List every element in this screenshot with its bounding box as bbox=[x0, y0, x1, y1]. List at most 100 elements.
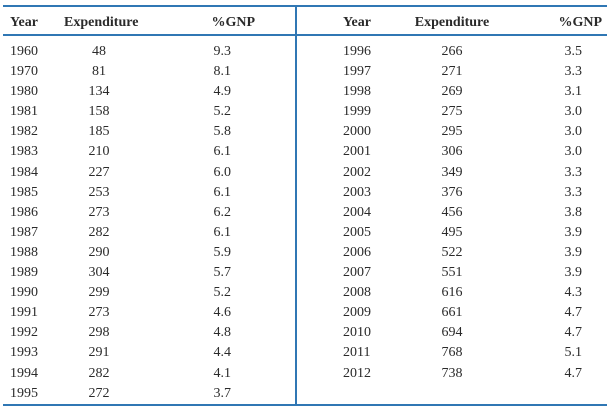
table-row: 2000 295 3.0 bbox=[297, 122, 610, 142]
table-row: 1970 81 8.1 bbox=[0, 62, 295, 82]
col-header-year: Year bbox=[10, 15, 38, 30]
gnp-cell: 8.1 bbox=[213, 64, 232, 80]
table-row: 2005 495 3.9 bbox=[297, 223, 610, 243]
table-row: 2003 376 3.3 bbox=[297, 183, 610, 203]
year-cell: 2007 bbox=[343, 265, 371, 281]
table-divider-vertical bbox=[295, 5, 297, 406]
gnp-cell: 5.2 bbox=[213, 104, 232, 120]
col-header-expenditure: Expenditure bbox=[64, 15, 139, 30]
gnp-cell: 4.8 bbox=[213, 325, 232, 341]
gnp-cell: 3.5 bbox=[564, 44, 583, 59]
gnp-cell: 3.3 bbox=[564, 184, 583, 200]
gnp-cell: 5.1 bbox=[564, 345, 583, 361]
expenditure-cell: 295 bbox=[441, 124, 463, 140]
expenditure-cell: 349 bbox=[441, 164, 463, 180]
table-row: 1985 253 6.1 bbox=[0, 183, 295, 203]
table-row: 2006 522 3.9 bbox=[297, 243, 610, 263]
table-row: 2002 349 3.3 bbox=[297, 163, 610, 183]
year-cell: 2002 bbox=[343, 164, 371, 180]
table-row: 1986 273 6.2 bbox=[0, 203, 295, 223]
expenditure-cell: 185 bbox=[88, 124, 110, 140]
table-row: 1984 227 6.0 bbox=[0, 163, 295, 183]
table-row: 1989 304 5.7 bbox=[0, 263, 295, 283]
table-row: 2011 768 5.1 bbox=[297, 343, 610, 363]
gnp-cell: 3.0 bbox=[564, 124, 583, 140]
table-row: 1998 269 3.1 bbox=[297, 82, 610, 102]
year-cell: 1999 bbox=[343, 104, 371, 120]
gnp-cell: 3.0 bbox=[564, 144, 583, 160]
year-cell: 1960 bbox=[10, 44, 38, 59]
table-row: 1983 210 6.1 bbox=[0, 142, 295, 162]
left-header-row: Year Expenditure %GNP bbox=[0, 7, 295, 34]
year-cell: 2003 bbox=[343, 184, 371, 200]
year-cell: 1980 bbox=[10, 84, 38, 100]
gnp-cell: 3.9 bbox=[564, 224, 583, 240]
gnp-cell: 4.9 bbox=[213, 84, 232, 100]
table-row: 1980 134 4.9 bbox=[0, 82, 295, 102]
year-cell: 2012 bbox=[343, 365, 371, 381]
table-row: 1991 273 4.6 bbox=[0, 303, 295, 323]
col-header-gnp: %GNP bbox=[558, 15, 602, 30]
gnp-cell: 4.4 bbox=[213, 345, 232, 361]
table-row: 1990 299 5.2 bbox=[0, 283, 295, 303]
gnp-cell: 5.8 bbox=[213, 124, 232, 140]
expenditure-cell: 291 bbox=[88, 345, 110, 361]
year-cell: 2010 bbox=[343, 325, 371, 341]
table-row: 1994 282 4.1 bbox=[0, 364, 295, 384]
gnp-cell: 4.7 bbox=[564, 325, 583, 341]
year-cell: 1981 bbox=[10, 104, 38, 120]
gnp-cell: 4.7 bbox=[564, 305, 583, 321]
year-cell: 2001 bbox=[343, 144, 371, 160]
gnp-cell: 3.8 bbox=[564, 204, 583, 220]
year-cell: 1984 bbox=[10, 164, 38, 180]
year-cell: 2000 bbox=[343, 124, 371, 140]
year-cell: 1996 bbox=[343, 44, 371, 59]
expenditure-cell: 661 bbox=[441, 305, 463, 321]
gnp-cell: 6.0 bbox=[213, 164, 232, 180]
year-cell: 2011 bbox=[343, 345, 371, 361]
expenditure-cell: 299 bbox=[88, 285, 110, 301]
expenditure-cell: 522 bbox=[441, 244, 463, 260]
expenditure-cell: 275 bbox=[441, 104, 463, 120]
year-cell: 1998 bbox=[343, 84, 371, 100]
table-row: 1999 275 3.0 bbox=[297, 102, 610, 122]
gnp-cell: 6.2 bbox=[213, 204, 232, 220]
year-cell: 1992 bbox=[10, 325, 38, 341]
year-cell: 2006 bbox=[343, 244, 371, 260]
expenditure-cell: 227 bbox=[88, 164, 110, 180]
gnp-cell: 5.2 bbox=[213, 285, 232, 301]
gnp-cell: 3.7 bbox=[213, 385, 232, 401]
gnp-cell: 4.6 bbox=[213, 305, 232, 321]
table-row: 1960 48 9.3 bbox=[0, 42, 295, 62]
expenditure-cell: 210 bbox=[88, 144, 110, 160]
year-cell: 1995 bbox=[10, 385, 38, 401]
gnp-cell: 3.3 bbox=[564, 64, 583, 80]
gnp-cell: 4.1 bbox=[213, 365, 232, 381]
year-cell: 1997 bbox=[343, 64, 371, 80]
expenditure-cell: 616 bbox=[441, 285, 463, 301]
table-row: 1981 158 5.2 bbox=[0, 102, 295, 122]
table-rule-top bbox=[3, 5, 607, 7]
year-cell: 1983 bbox=[10, 144, 38, 160]
year-cell: 1991 bbox=[10, 305, 38, 321]
table-row: 1993 291 4.4 bbox=[0, 343, 295, 363]
gnp-cell: 3.0 bbox=[564, 104, 583, 120]
table-row: 2004 456 3.8 bbox=[297, 203, 610, 223]
col-header-expenditure: Expenditure bbox=[414, 15, 490, 30]
year-cell: 2009 bbox=[343, 305, 371, 321]
year-cell: 1993 bbox=[10, 345, 38, 361]
year-cell: 1987 bbox=[10, 224, 38, 240]
year-cell: 1994 bbox=[10, 365, 38, 381]
table-row: 1995 272 3.7 bbox=[0, 384, 295, 404]
year-cell: 2008 bbox=[343, 285, 371, 301]
table-row: 1982 185 5.8 bbox=[0, 122, 295, 142]
expenditure-cell: 282 bbox=[88, 224, 110, 240]
left-table-panel: Year Expenditure %GNP 1960 48 9.3 1970 81 8.1… bbox=[0, 7, 295, 404]
expenditure-cell: 271 bbox=[441, 64, 463, 80]
expenditure-cell: 495 bbox=[441, 224, 463, 240]
year-cell: 1970 bbox=[10, 64, 38, 80]
expenditure-cell: 81 bbox=[92, 64, 106, 80]
col-header-year: Year bbox=[343, 15, 371, 30]
year-cell: 1989 bbox=[10, 265, 38, 281]
